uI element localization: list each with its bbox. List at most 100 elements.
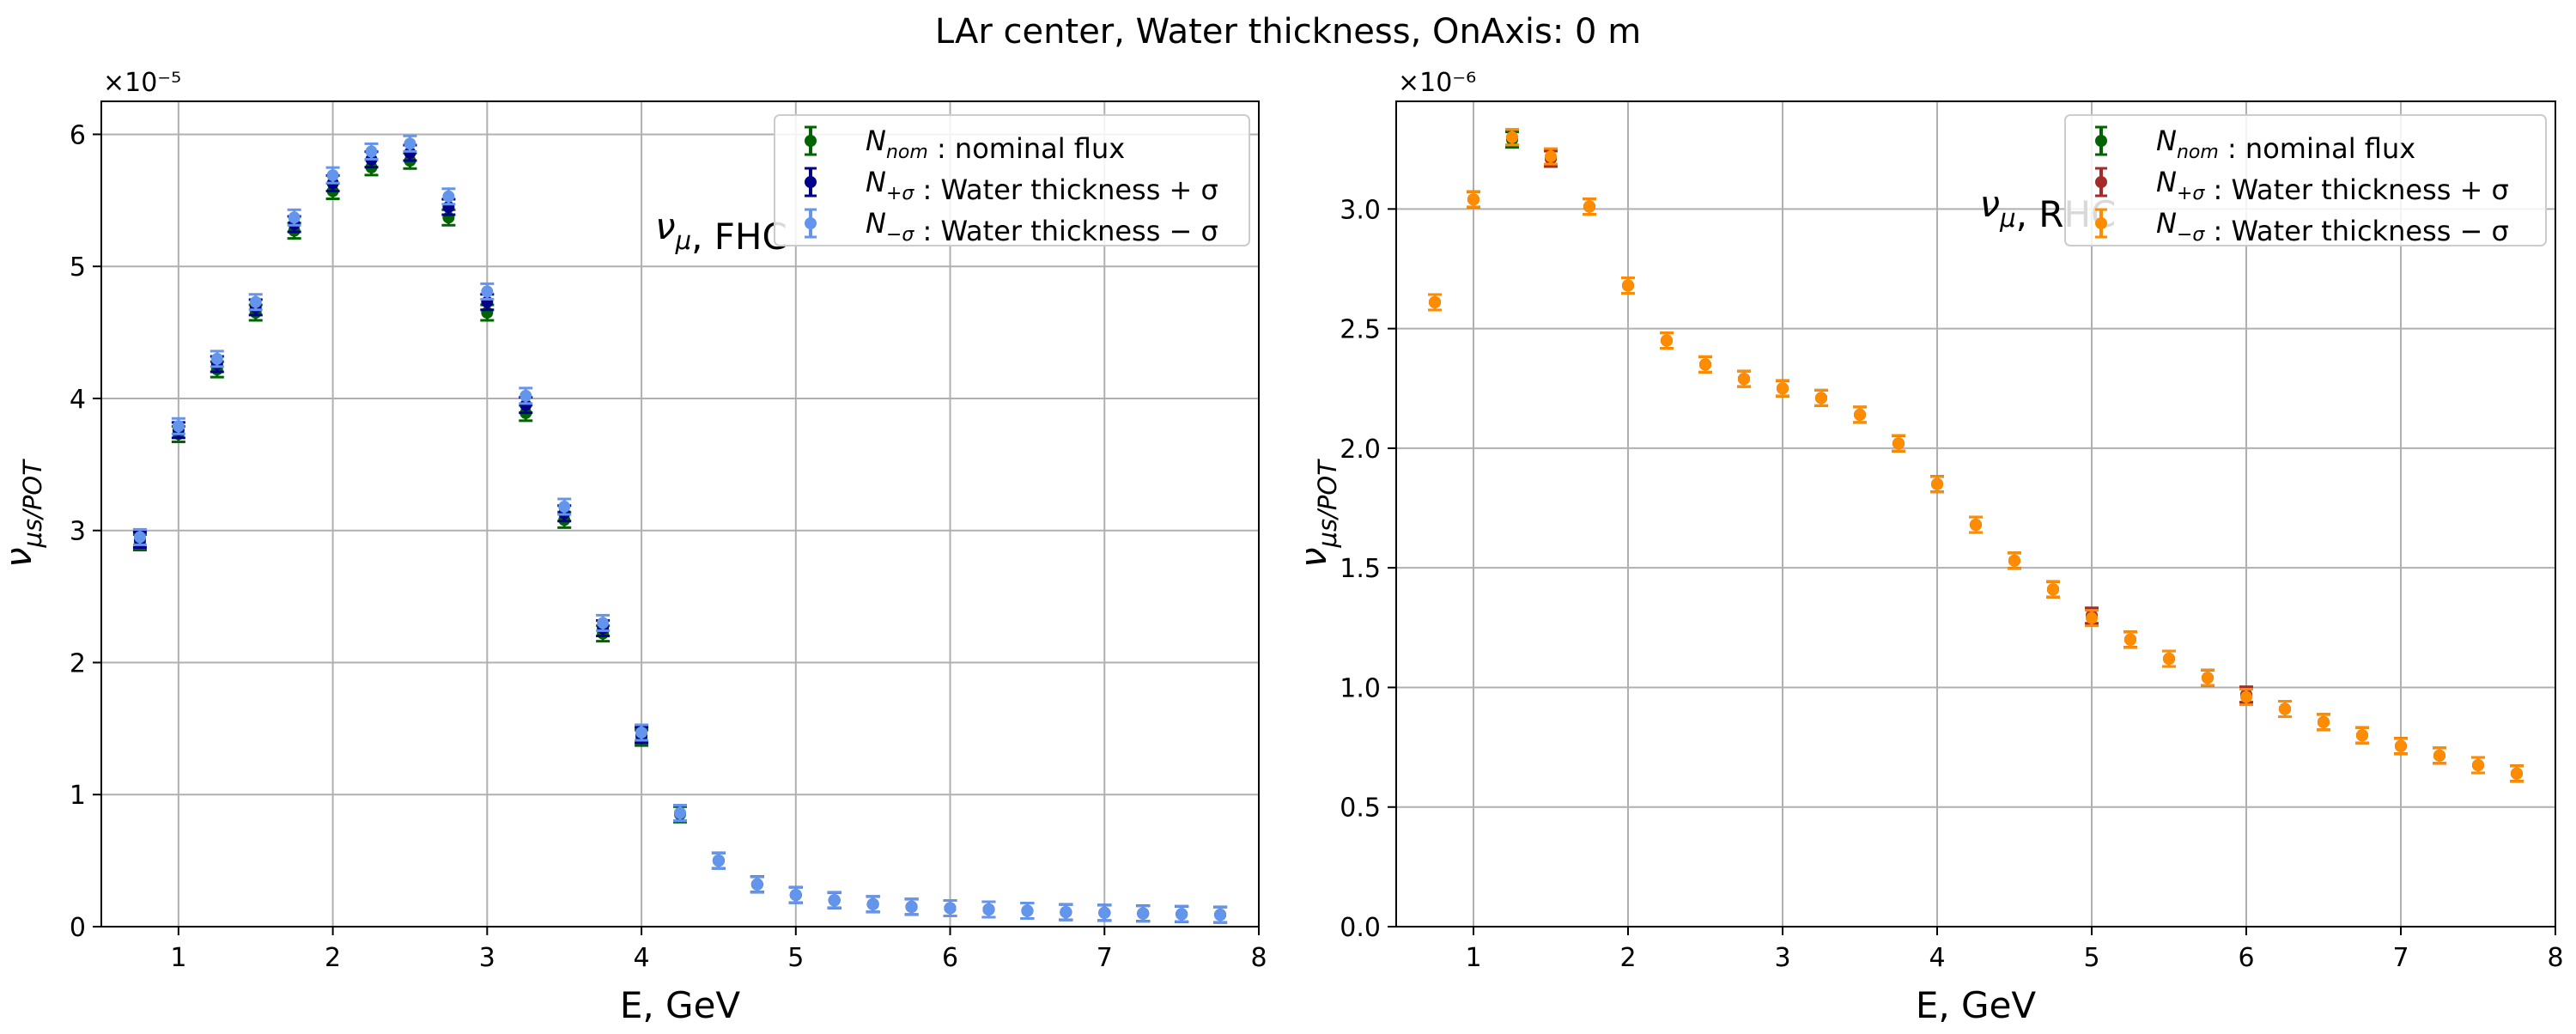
data-point	[1970, 519, 1982, 532]
x-tick-label: 7	[2392, 943, 2409, 973]
data-point	[1098, 906, 1111, 919]
data-point	[442, 190, 455, 203]
x-tick-label: 2	[325, 943, 341, 973]
x-tick-label: 8	[1250, 943, 1267, 973]
data-point	[210, 352, 223, 365]
data-point	[712, 855, 725, 867]
figure-title: LAr center, Water thickness, OnAxis: 0 m	[934, 12, 1642, 52]
data-point	[674, 806, 686, 819]
x-tick-label: 6	[2238, 943, 2254, 973]
data-point	[326, 169, 339, 182]
data-point	[249, 295, 262, 308]
legend-box	[774, 114, 1250, 246]
y-tick-label: 5	[70, 252, 86, 283]
data-point	[1583, 200, 1595, 213]
x-tick-label: 7	[1097, 943, 1113, 973]
data-point	[828, 894, 841, 907]
legend-label: N−σ : Water thickness − σ	[866, 207, 1218, 247]
plot-frame	[1395, 100, 2556, 928]
data-point	[133, 531, 146, 544]
data-point	[1429, 295, 1441, 308]
data-point	[2240, 690, 2252, 703]
legend-box	[2064, 114, 2547, 246]
data-point	[2163, 653, 2175, 666]
data-point	[1467, 193, 1479, 206]
data-point	[519, 398, 532, 411]
data-point	[597, 617, 610, 630]
data-point	[1777, 382, 1789, 395]
data-point	[1854, 408, 1866, 421]
data-point	[2318, 715, 2330, 728]
data-point	[2047, 583, 2059, 596]
legend-marker-point	[2095, 176, 2107, 188]
x-tick-label: 1	[170, 943, 186, 973]
plot-frame	[100, 100, 1260, 928]
data-point	[481, 285, 494, 298]
data-point	[750, 878, 763, 891]
x-tick-label: 1	[1465, 943, 1481, 973]
x-axis-label: E, GeV	[1916, 984, 2037, 1026]
data-point	[2472, 758, 2484, 771]
data-point	[172, 420, 185, 433]
x-tick-label: 3	[479, 943, 495, 973]
y-tick-label: 0.0	[1340, 913, 1381, 943]
legend-label: N+σ : Water thickness + σ	[2156, 166, 2509, 206]
y-scale-label: ×10⁻⁶	[1398, 68, 1476, 98]
y-tick-label: 1	[70, 781, 86, 811]
y-tick-label: 2.0	[1340, 435, 1381, 465]
legend-marker-point	[2095, 217, 2107, 229]
data-point	[1506, 131, 1518, 143]
data-point	[1021, 904, 1034, 917]
legend-label: N−σ : Water thickness − σ	[2156, 207, 2509, 247]
y-tick-label: 2.5	[1340, 315, 1381, 345]
data-point	[1137, 907, 1150, 920]
data-point	[1815, 392, 1827, 404]
y-tick-label: 0	[70, 913, 86, 943]
legend-label: N+σ : Water thickness + σ	[866, 166, 1218, 206]
x-axis-label: E, GeV	[620, 984, 741, 1026]
y-tick-label: 1.0	[1340, 673, 1381, 703]
data-point	[1060, 906, 1072, 919]
data-point	[866, 897, 879, 910]
data-point	[944, 902, 957, 915]
data-point	[1214, 909, 1227, 921]
data-point	[2356, 729, 2368, 742]
x-tick-label: 5	[787, 943, 804, 973]
data-point	[789, 889, 802, 902]
y-tick-label: 3.0	[1340, 195, 1381, 225]
y-axis-label: νμs/POT	[0, 459, 47, 568]
x-tick-label: 6	[942, 943, 958, 973]
data-point	[1893, 437, 1905, 450]
data-point	[365, 145, 378, 158]
data-point	[1738, 373, 1750, 386]
data-point	[2433, 749, 2445, 762]
legend-label: Nnom : nominal flux	[2156, 125, 2415, 165]
annotation-label: νμ, FHC	[655, 205, 787, 258]
legend-marker-point	[2095, 135, 2107, 147]
y-axis-label: νμs/POT	[1292, 459, 1342, 568]
data-point	[1622, 279, 1634, 292]
data-point	[404, 146, 416, 159]
data-point	[982, 903, 995, 916]
data-point	[404, 137, 416, 150]
data-point	[2008, 554, 2020, 567]
legend-marker-point	[805, 135, 817, 147]
data-point	[1661, 334, 1673, 347]
data-point	[2279, 703, 2291, 715]
y-scale-label: ×10⁻⁵	[103, 68, 181, 98]
x-tick-label: 5	[2083, 943, 2099, 973]
x-tick-label: 8	[2547, 943, 2563, 973]
x-tick-label: 4	[1929, 943, 1945, 973]
y-tick-label: 3	[70, 517, 86, 547]
data-point	[2124, 633, 2136, 646]
data-point	[2511, 767, 2523, 780]
data-point	[905, 900, 918, 913]
x-tick-label: 3	[1774, 943, 1790, 973]
data-point	[1545, 150, 1557, 163]
y-tick-label: 6	[70, 120, 86, 150]
data-point	[1931, 477, 1943, 490]
data-point	[1176, 908, 1188, 921]
data-point	[635, 726, 648, 739]
